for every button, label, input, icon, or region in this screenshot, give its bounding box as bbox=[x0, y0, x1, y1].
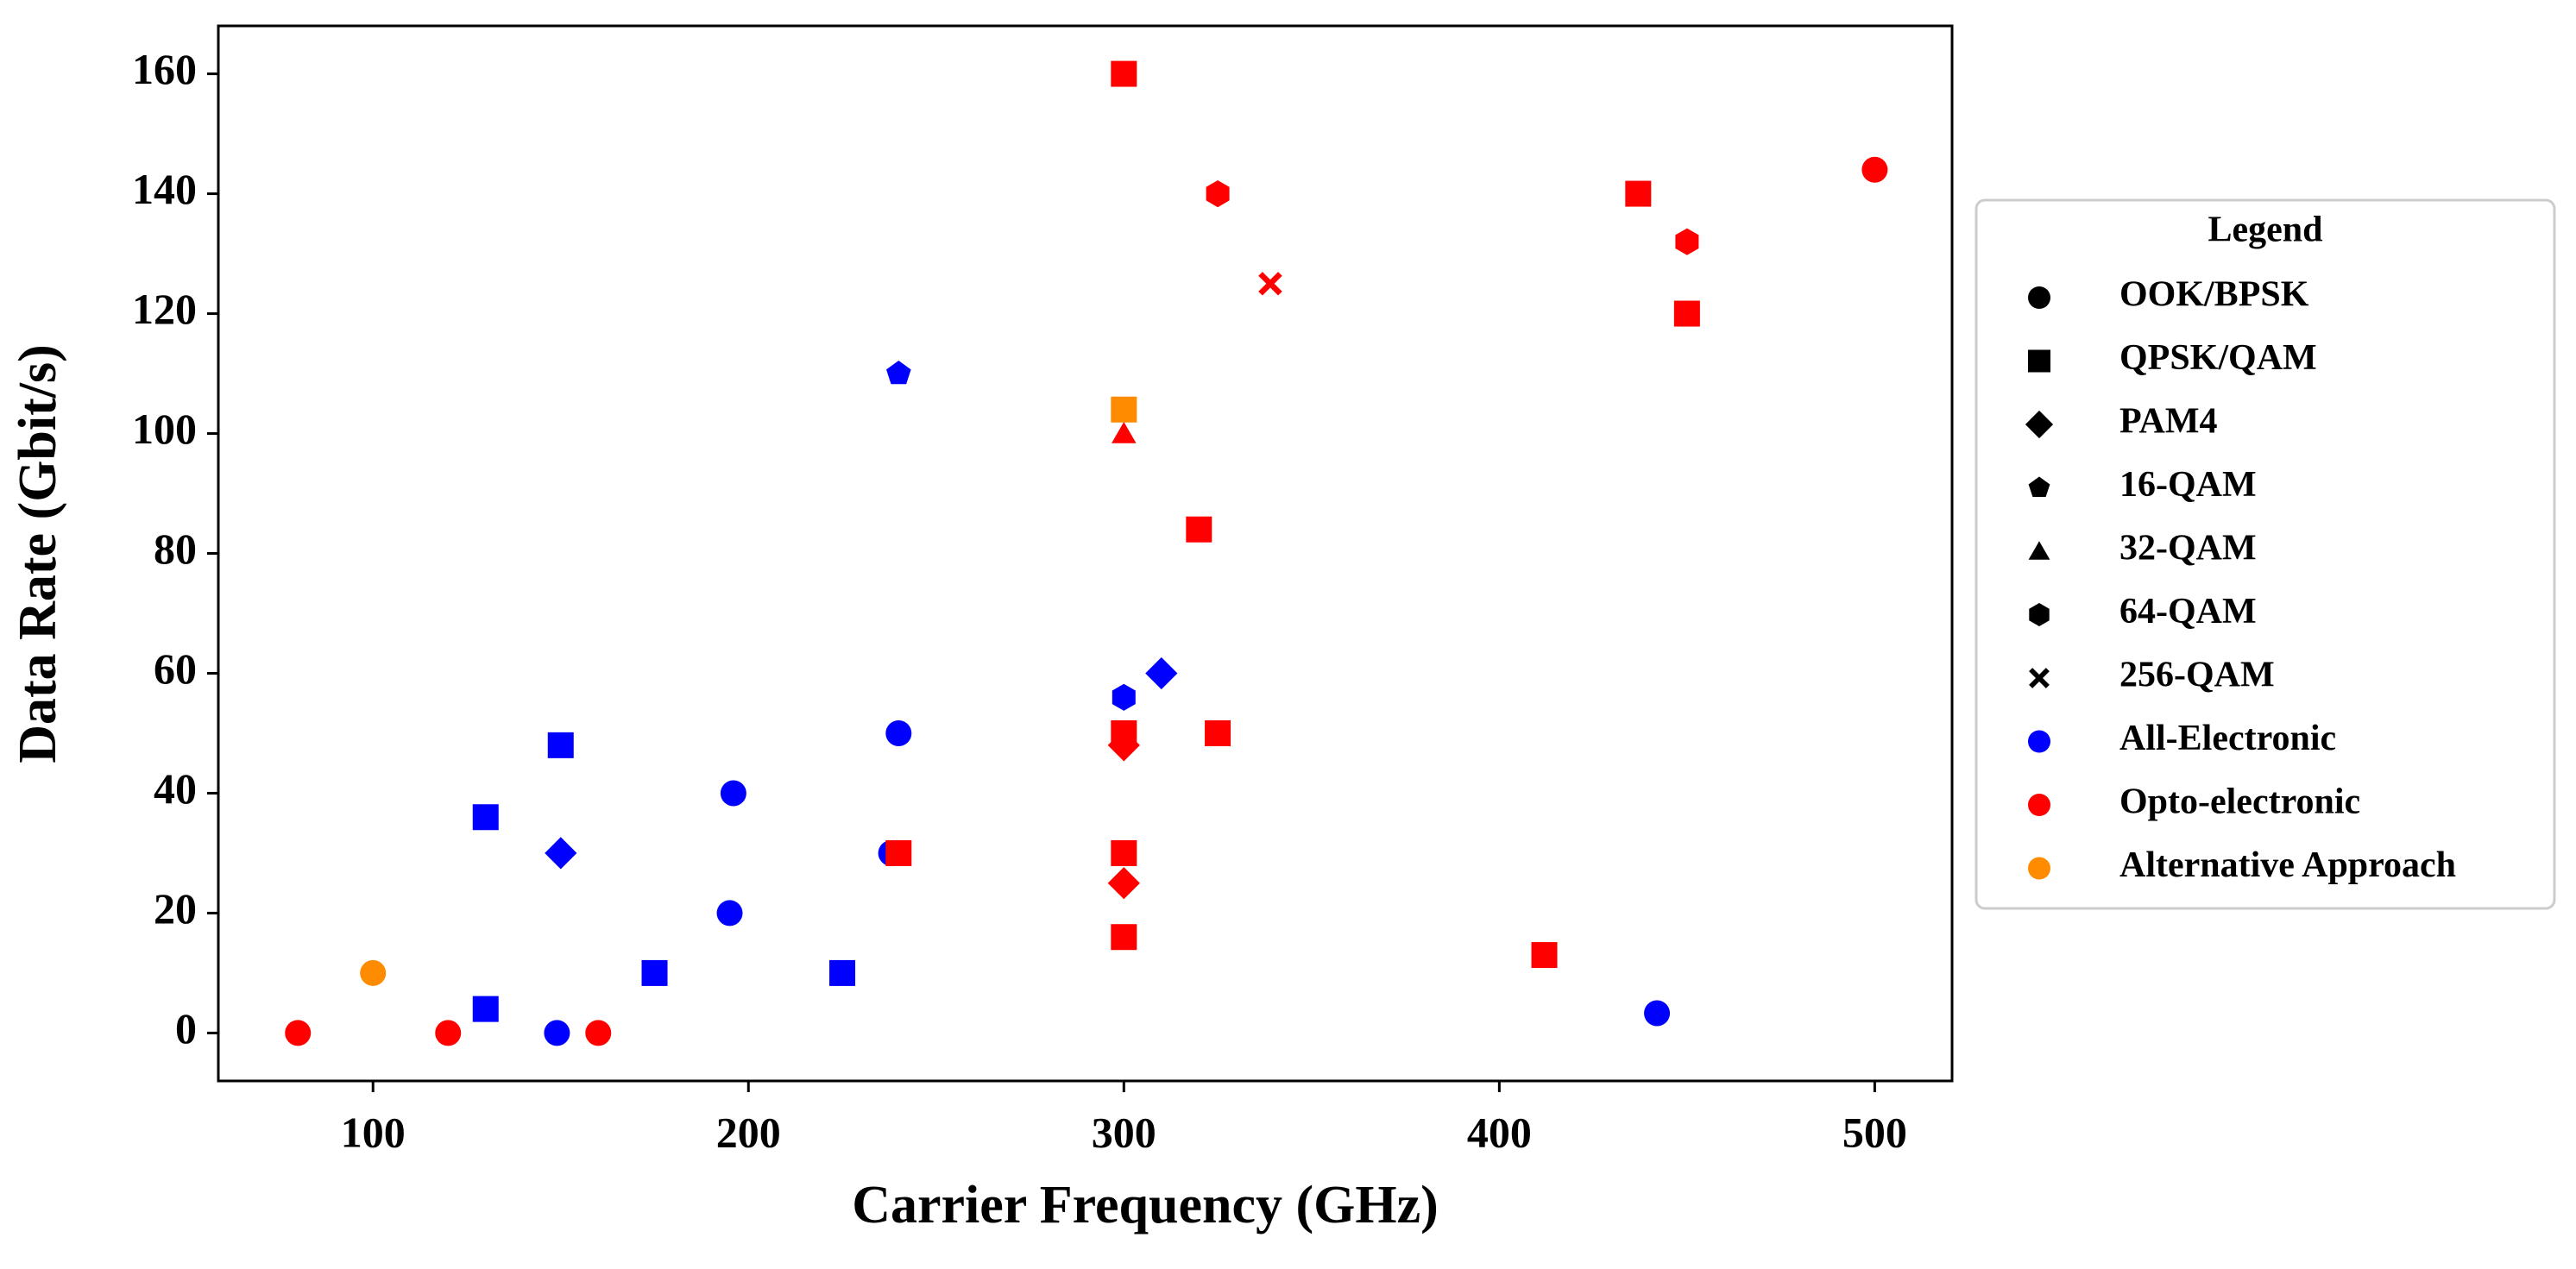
data-point bbox=[285, 1020, 312, 1046]
x-tick-label: 500 bbox=[1842, 1108, 1907, 1156]
y-tick-label: 140 bbox=[132, 165, 197, 213]
legend-label: PAM4 bbox=[2119, 402, 2218, 442]
legend-label: 16-QAM bbox=[2119, 465, 2257, 505]
legend-marker bbox=[2028, 476, 2050, 497]
x-tick-label: 400 bbox=[1467, 1108, 1532, 1156]
data-point bbox=[886, 361, 911, 385]
y-tick-label: 0 bbox=[175, 1004, 197, 1052]
x-tick-label: 300 bbox=[1092, 1108, 1156, 1156]
data-point bbox=[720, 780, 746, 807]
legend-marker bbox=[2029, 668, 2050, 688]
legend-marker bbox=[2028, 730, 2050, 753]
data-point bbox=[829, 959, 856, 986]
y-tick-label: 40 bbox=[154, 764, 197, 813]
x-axis-label: Carrier Frequency (GHz) bbox=[852, 1176, 1439, 1234]
y-tick-label: 120 bbox=[132, 285, 197, 333]
data-point bbox=[1675, 228, 1699, 255]
data-point bbox=[641, 959, 668, 986]
data-point bbox=[1111, 924, 1137, 951]
legend-label: Alternative Approach bbox=[2119, 845, 2456, 885]
data-point bbox=[544, 1020, 570, 1046]
data-point bbox=[1206, 180, 1230, 208]
legend-marker bbox=[2025, 410, 2054, 439]
data-point bbox=[1107, 867, 1140, 900]
data-point bbox=[1111, 60, 1137, 87]
y-tick-label: 160 bbox=[132, 45, 197, 93]
legend-label: 64-QAM bbox=[2119, 592, 2257, 631]
data-point bbox=[885, 839, 912, 866]
data-point bbox=[1112, 683, 1136, 711]
x-tick-label: 200 bbox=[716, 1108, 781, 1156]
data-point bbox=[1625, 180, 1652, 207]
legend-label: 256-QAM bbox=[2119, 656, 2275, 695]
data-point bbox=[1531, 942, 1558, 969]
legend-title: Legend bbox=[2208, 210, 2322, 250]
data-point bbox=[472, 996, 499, 1022]
data-point bbox=[1861, 156, 1888, 183]
data-point bbox=[435, 1020, 462, 1046]
data-point bbox=[1258, 272, 1282, 296]
data-point bbox=[885, 719, 912, 746]
legend-marker bbox=[2028, 286, 2050, 309]
data-point bbox=[547, 732, 574, 758]
data-point bbox=[472, 804, 499, 831]
data-point bbox=[1205, 719, 1231, 746]
y-tick-label: 20 bbox=[154, 884, 197, 933]
data-point bbox=[1111, 396, 1137, 423]
data-point bbox=[1145, 656, 1178, 690]
data-point bbox=[1186, 516, 1212, 543]
y-tick-label: 60 bbox=[154, 644, 197, 693]
data-point bbox=[716, 900, 743, 927]
y-tick-label: 80 bbox=[154, 525, 197, 573]
data-point bbox=[1644, 1000, 1671, 1027]
data-point bbox=[545, 837, 577, 870]
legend-box bbox=[1975, 198, 2556, 910]
legend-marker bbox=[2028, 541, 2050, 560]
legend-label: 32-QAM bbox=[2119, 529, 2257, 569]
data-point bbox=[360, 959, 387, 986]
legend-label: Opto-electronic bbox=[2119, 782, 2360, 822]
x-tick-label: 100 bbox=[341, 1108, 406, 1156]
legend-label: All-Electronic bbox=[2119, 719, 2336, 758]
data-point bbox=[1107, 729, 1140, 762]
data-point bbox=[1112, 422, 1137, 443]
y-axis-label: Data Rate (Gbit/s) bbox=[9, 344, 67, 763]
data-point bbox=[1673, 300, 1700, 327]
legend-label: OOK/BPSK bbox=[2119, 275, 2309, 315]
legend-marker bbox=[2029, 603, 2050, 626]
legend-marker bbox=[2028, 794, 2050, 816]
legend-label: QPSK/QAM bbox=[2119, 338, 2317, 378]
plot-frame bbox=[217, 24, 1954, 1083]
data-point bbox=[585, 1020, 612, 1046]
y-tick-label: 100 bbox=[132, 405, 197, 453]
legend-marker bbox=[2028, 857, 2050, 880]
legend-marker bbox=[2028, 349, 2050, 373]
data-point bbox=[1111, 839, 1137, 866]
